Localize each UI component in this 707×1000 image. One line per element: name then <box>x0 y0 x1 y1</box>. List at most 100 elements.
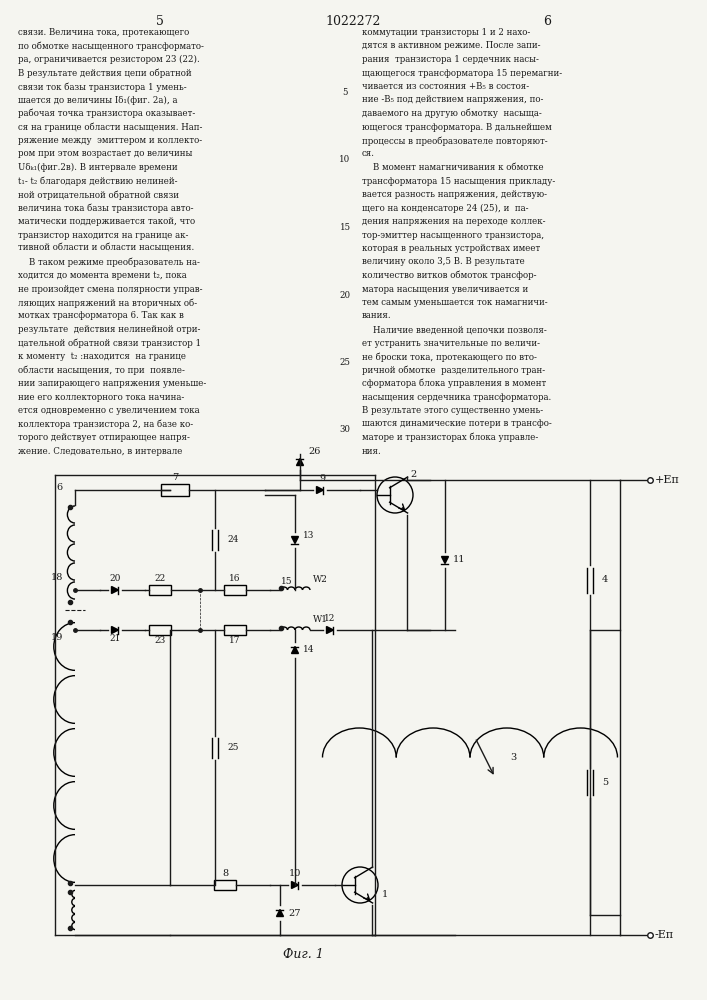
Text: торого действует отпирающее напря-: торого действует отпирающее напря- <box>18 433 190 442</box>
Text: -Eп: -Eп <box>655 930 674 940</box>
Text: нии запирающего напряжения уменьше-: нии запирающего напряжения уменьше- <box>18 379 206 388</box>
Text: +Eп: +Eп <box>655 475 680 485</box>
Text: 12: 12 <box>325 614 336 623</box>
Text: щего на конденсаторе 24 (25), и  па-: щего на конденсаторе 24 (25), и па- <box>362 204 529 213</box>
Text: ние его коллекторного тока начина-: ние его коллекторного тока начина- <box>18 392 185 401</box>
Text: В результате этого существенно умень-: В результате этого существенно умень- <box>362 406 543 415</box>
Bar <box>224 585 246 595</box>
Text: 4: 4 <box>602 576 608 584</box>
Text: W2: W2 <box>313 575 328 584</box>
Text: матически поддерживается такой, что: матически поддерживается такой, что <box>18 217 195 226</box>
Text: 10: 10 <box>339 155 351 164</box>
Text: 26: 26 <box>308 447 320 456</box>
Text: щающегося трансформатора 15 перемагни-: щающегося трансформатора 15 перемагни- <box>362 68 562 78</box>
Text: 22: 22 <box>154 574 165 583</box>
Text: 25: 25 <box>227 743 238 752</box>
Text: t₁- t₂ благодаря действию нелиней-: t₁- t₂ благодаря действию нелиней- <box>18 176 177 186</box>
Text: 11: 11 <box>453 556 465 564</box>
Text: матора насыщения увеличивается и: матора насыщения увеличивается и <box>362 284 528 294</box>
Polygon shape <box>276 910 284 916</box>
Polygon shape <box>441 556 448 564</box>
Text: 10: 10 <box>289 869 301 878</box>
Polygon shape <box>291 882 298 888</box>
Text: чивается из состояния +B₅ в состоя-: чивается из состояния +B₅ в состоя- <box>362 82 529 91</box>
Text: дятся в активном режиме. После запи-: дятся в активном режиме. После запи- <box>362 41 540 50</box>
Text: 5: 5 <box>156 15 164 28</box>
Text: ние -B₅ под действием напряжения, по-: ние -B₅ под действием напряжения, по- <box>362 96 544 104</box>
Text: ния.: ния. <box>362 446 382 456</box>
Text: дения напряжения на переходе коллек-: дения напряжения на переходе коллек- <box>362 217 546 226</box>
Text: связи. Величина тока, протекающего: связи. Величина тока, протекающего <box>18 28 189 37</box>
Text: по обмотке насыщенного трансформато-: по обмотке насыщенного трансформато- <box>18 41 204 51</box>
Text: цательной обратной связи транзистор 1: цательной обратной связи транзистор 1 <box>18 338 201 348</box>
Text: 13: 13 <box>303 530 315 540</box>
Text: Наличие введенной цепочки позволя-: Наличие введенной цепочки позволя- <box>362 325 547 334</box>
Text: маторе и транзисторах блока управле-: маторе и транзисторах блока управле- <box>362 433 538 442</box>
Bar <box>149 585 171 595</box>
Text: которая в реальных устройствах имеет: которая в реальных устройствах имеет <box>362 244 540 253</box>
Text: 23: 23 <box>154 636 165 645</box>
Text: 3: 3 <box>510 753 516 762</box>
Text: 1022272: 1022272 <box>326 15 381 28</box>
Text: 8: 8 <box>222 869 228 878</box>
Text: 5: 5 <box>342 88 348 97</box>
Text: 27: 27 <box>288 908 300 918</box>
Text: 2: 2 <box>410 470 416 479</box>
Text: ром при этом возрастает до величины: ром при этом возрастает до величины <box>18 149 192 158</box>
Text: ходится до момента времени t₂, пока: ходится до момента времени t₂, пока <box>18 271 187 280</box>
Text: ляющих напряжений на вторичных об-: ляющих напряжений на вторичных об- <box>18 298 197 308</box>
Text: ющегося трансформатора. В дальнейшем: ющегося трансформатора. В дальнейшем <box>362 122 551 131</box>
Text: 30: 30 <box>339 426 351 434</box>
Text: ся.: ся. <box>362 149 375 158</box>
Text: тивной области и области насыщения.: тивной области и области насыщения. <box>18 244 194 253</box>
Text: области насыщения, то при  появле-: области насыщения, то при появле- <box>18 365 185 375</box>
Bar <box>224 625 246 635</box>
Polygon shape <box>291 647 298 654</box>
Text: связи ток базы транзистора 1 умень-: связи ток базы транзистора 1 умень- <box>18 82 187 92</box>
Text: ричной обмотке  разделительного тран-: ричной обмотке разделительного тран- <box>362 365 545 375</box>
Text: не произойдет смена полярности управ-: не произойдет смена полярности управ- <box>18 284 202 294</box>
Text: величину около 3,5 В. В результате: величину около 3,5 В. В результате <box>362 257 525 266</box>
Text: 6: 6 <box>57 483 63 492</box>
Text: 1: 1 <box>382 890 388 899</box>
Text: 19: 19 <box>51 633 63 642</box>
Polygon shape <box>112 626 119 634</box>
Text: рабочая точка транзистора оказывает-: рабочая точка транзистора оказывает- <box>18 109 195 118</box>
Text: 6: 6 <box>543 15 551 28</box>
Text: коллектора транзистора 2, на базе ко-: коллектора транзистора 2, на базе ко- <box>18 420 193 429</box>
Text: сформатора блока управления в момент: сформатора блока управления в момент <box>362 379 547 388</box>
Text: процессы в преобразователе повторяют-: процессы в преобразователе повторяют- <box>362 136 548 145</box>
Text: 9: 9 <box>319 474 325 483</box>
Text: W1: W1 <box>313 615 328 624</box>
Text: Uδₖ₁(фиг.2в). В интервале времени: Uδₖ₁(фиг.2в). В интервале времени <box>18 163 177 172</box>
Text: ной отрицательной обратной связи: ной отрицательной обратной связи <box>18 190 179 200</box>
Text: тем самым уменьшается ток намагничи-: тем самым уменьшается ток намагничи- <box>362 298 548 307</box>
Text: 15: 15 <box>339 223 351 232</box>
Text: коммутации транзисторы 1 и 2 нахо-: коммутации транзисторы 1 и 2 нахо- <box>362 28 530 37</box>
Text: 20: 20 <box>339 290 351 300</box>
Text: даваемого на другую обмотку  насыща-: даваемого на другую обмотку насыща- <box>362 109 542 118</box>
Polygon shape <box>317 487 324 493</box>
Text: 25: 25 <box>339 358 351 367</box>
Polygon shape <box>291 536 298 544</box>
Text: ра, ограничивается резистором 23 (22).: ра, ограничивается резистором 23 (22). <box>18 55 200 64</box>
Text: вания.: вания. <box>362 312 392 320</box>
Text: ряжение между  эмиттером и коллекто-: ряжение между эмиттером и коллекто- <box>18 136 202 145</box>
Text: вается разность напряжения, действую-: вается разность напряжения, действую- <box>362 190 547 199</box>
Text: не броски тока, протекающего по вто-: не броски тока, протекающего по вто- <box>362 352 537 361</box>
Polygon shape <box>296 458 303 466</box>
Text: 24: 24 <box>227 536 238 544</box>
Text: ет устранить значительные по величи-: ет устранить значительные по величи- <box>362 338 540 348</box>
Text: 18: 18 <box>51 573 63 582</box>
Text: 14: 14 <box>303 646 315 654</box>
Text: 7: 7 <box>172 473 178 482</box>
Text: тор-эмиттер насыщенного транзистора,: тор-эмиттер насыщенного транзистора, <box>362 231 544 239</box>
Text: шается до величины Iδ₁(фиг. 2а), а: шается до величины Iδ₁(фиг. 2а), а <box>18 96 177 105</box>
Text: величина тока базы транзистора авто-: величина тока базы транзистора авто- <box>18 204 194 213</box>
Polygon shape <box>327 626 334 634</box>
Text: 17: 17 <box>229 636 241 645</box>
Text: шаются динамические потери в трансфо-: шаются динамические потери в трансфо- <box>362 420 551 428</box>
Bar <box>149 625 171 635</box>
Text: 16: 16 <box>229 574 241 583</box>
Text: 15: 15 <box>281 577 293 586</box>
